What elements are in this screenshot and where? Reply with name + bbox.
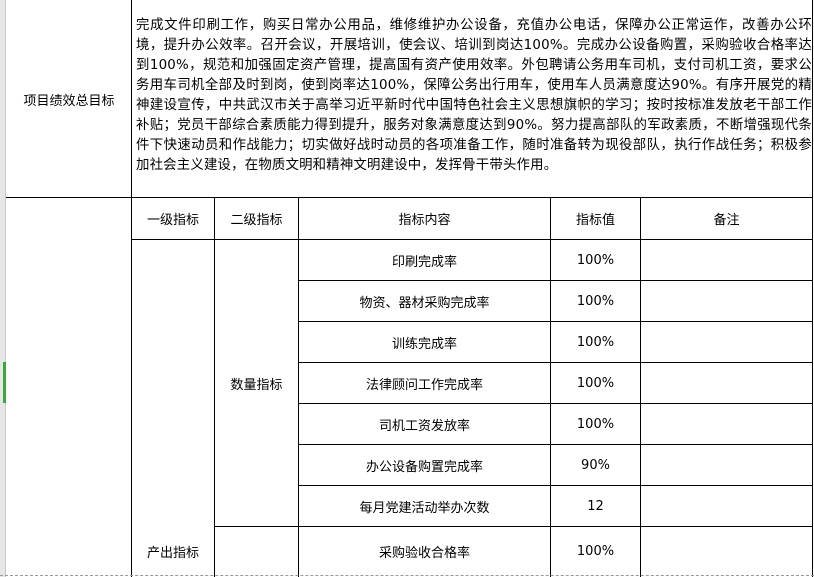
row-note-cell[interactable] <box>641 240 812 281</box>
row-note-cell[interactable] <box>641 281 812 322</box>
row-content-cell[interactable]: 每月党建活动举办次数 <box>359 501 490 516</box>
row-note-cell[interactable] <box>641 363 812 404</box>
summary-text[interactable]: 完成文件印刷工作，购买日常办公用品，维修维护办公设备，充值办公电话，保障办公正常… <box>136 18 812 173</box>
row-note-cell[interactable] <box>641 322 812 363</box>
row-note-cell[interactable] <box>641 445 812 486</box>
row-value-cell[interactable]: 100% <box>576 376 615 391</box>
row-note-cell[interactable] <box>641 527 812 575</box>
row-value-cell[interactable]: 100% <box>576 294 615 309</box>
row-content-cell[interactable]: 采购验收合格率 <box>378 545 470 561</box>
row-content-cell[interactable]: 法律顾问工作完成率 <box>365 378 483 393</box>
selected-row-indicator <box>3 362 6 403</box>
header-level1: 一级指标 <box>146 213 199 228</box>
summary-label-cell[interactable]: 项目绩效总目标 <box>6 0 132 198</box>
row-header-gutter[interactable] <box>0 0 6 577</box>
row-value-cell[interactable]: 100% <box>576 335 615 350</box>
row-content-cell[interactable]: 物资、器材采购完成率 <box>359 296 490 311</box>
row-note-cell[interactable] <box>641 486 812 527</box>
row-value-cell[interactable]: 90% <box>581 458 610 473</box>
row-content-cell[interactable]: 印刷完成率 <box>391 255 457 270</box>
row-content-cell[interactable]: 司机工资发放率 <box>378 419 470 434</box>
header-note: 备注 <box>713 213 740 228</box>
row-value-cell[interactable]: 100% <box>576 417 615 432</box>
row-value-cell[interactable]: 100% <box>576 253 615 268</box>
header-content: 指标内容 <box>398 213 451 228</box>
row-note-cell[interactable] <box>641 404 812 445</box>
header-level2: 二级指标 <box>230 213 283 228</box>
row-value-cell[interactable]: 100% <box>576 543 615 559</box>
level2-cell[interactable]: 数量指标 <box>230 378 283 393</box>
header-value: 指标值 <box>575 213 615 228</box>
row-content-cell[interactable]: 办公设备购置完成率 <box>365 460 483 475</box>
row-content-cell[interactable]: 训练完成率 <box>391 337 457 352</box>
summary-label: 项目绩效总目标 <box>23 93 115 109</box>
row-value-cell[interactable]: 12 <box>587 499 604 514</box>
level1-cell[interactable]: 产出指标 <box>146 545 199 561</box>
